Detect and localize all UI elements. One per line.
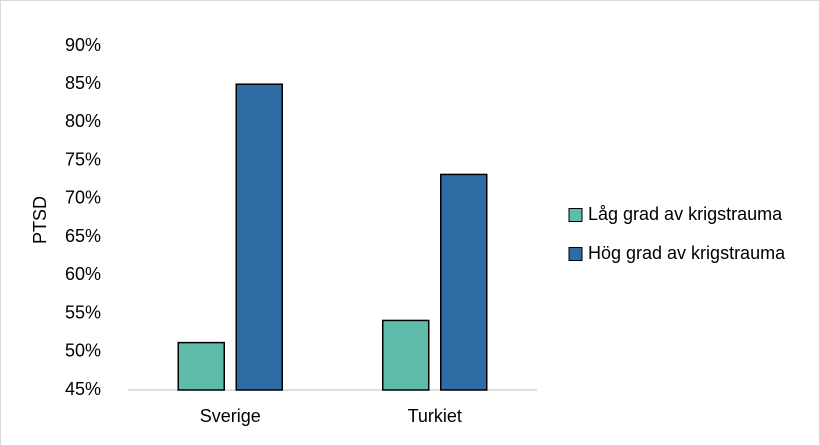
y-axis-title: PTSD [30, 196, 50, 244]
y-tick-label: 90% [65, 35, 101, 55]
x-category-label: Turkiet [408, 406, 462, 426]
legend-swatch [568, 247, 583, 261]
y-axis-ticks: 45% 50% 55% 60% 65% 70% 75% 80% 85% 90% [65, 35, 101, 399]
y-tick-label: 45% [65, 379, 101, 399]
y-tick-label: 65% [65, 226, 101, 246]
bar-turkiet-series-1 [382, 319, 430, 391]
legend-swatch [568, 208, 583, 222]
legend-label: Hög grad av krigstrauma [588, 243, 786, 263]
y-tick-label: 50% [65, 341, 101, 361]
x-category-label: Sverige [200, 406, 261, 426]
bars [177, 83, 488, 391]
legend: Låg grad av krigstrauma Hög grad av krigs… [568, 204, 786, 263]
y-tick-label: 85% [65, 73, 101, 93]
y-tick-label: 60% [65, 264, 101, 284]
y-tick-label: 75% [65, 149, 101, 169]
y-tick-label: 70% [65, 188, 101, 208]
bar-sverige-series-2 [235, 83, 283, 391]
y-tick-label: 55% [65, 302, 101, 322]
x-axis-categories: Sverige Turkiet [200, 406, 462, 426]
y-tick-label: 80% [65, 111, 101, 131]
bar-sverige-series-1 [177, 341, 225, 391]
bar-turkiet-series-2 [440, 173, 488, 391]
legend-label: Låg grad av krigstrauma [588, 204, 783, 224]
